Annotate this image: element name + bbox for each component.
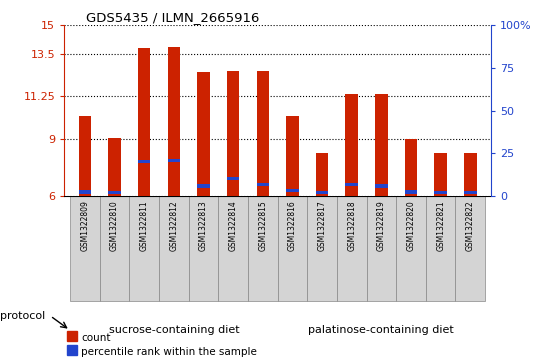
Text: GSM1322819: GSM1322819 bbox=[377, 200, 386, 251]
Text: GSM1322816: GSM1322816 bbox=[288, 200, 297, 251]
Text: GSM1322822: GSM1322822 bbox=[466, 200, 475, 251]
Bar bbox=[167, 46, 180, 196]
Bar bbox=[138, 48, 151, 196]
Text: GSM1322815: GSM1322815 bbox=[258, 200, 267, 251]
Text: percentile rank within the sample: percentile rank within the sample bbox=[81, 347, 257, 357]
Bar bbox=[100, 196, 129, 301]
Bar bbox=[316, 153, 328, 196]
Bar bbox=[257, 183, 269, 186]
Bar bbox=[198, 184, 210, 188]
Bar bbox=[248, 196, 278, 301]
Bar bbox=[218, 196, 248, 301]
Bar bbox=[286, 189, 299, 192]
Text: GSM1322821: GSM1322821 bbox=[436, 200, 445, 251]
Bar bbox=[198, 72, 210, 196]
Text: GSM1322811: GSM1322811 bbox=[140, 200, 149, 251]
Bar bbox=[455, 196, 485, 301]
Bar bbox=[375, 94, 388, 196]
Bar bbox=[435, 191, 447, 194]
Bar bbox=[464, 191, 477, 194]
Bar bbox=[159, 196, 189, 301]
Bar bbox=[307, 196, 337, 301]
Bar bbox=[257, 70, 269, 196]
Bar bbox=[129, 196, 159, 301]
Text: GSM1322818: GSM1322818 bbox=[347, 200, 356, 251]
Bar bbox=[278, 196, 307, 301]
Bar bbox=[189, 196, 218, 301]
Bar bbox=[375, 184, 388, 188]
Bar bbox=[138, 160, 151, 163]
Bar bbox=[337, 196, 367, 301]
Bar bbox=[79, 117, 91, 196]
Text: GSM1322810: GSM1322810 bbox=[110, 200, 119, 251]
Text: GSM1322812: GSM1322812 bbox=[169, 200, 179, 251]
Bar bbox=[405, 190, 417, 193]
Bar bbox=[435, 153, 447, 196]
Bar bbox=[227, 177, 239, 180]
Text: GSM1322809: GSM1322809 bbox=[80, 200, 89, 251]
Bar bbox=[286, 117, 299, 196]
Bar bbox=[345, 183, 358, 186]
Bar bbox=[405, 139, 417, 196]
Text: count: count bbox=[81, 333, 111, 343]
Bar bbox=[70, 196, 100, 301]
Text: GSM1322813: GSM1322813 bbox=[199, 200, 208, 251]
Bar bbox=[345, 94, 358, 196]
Text: protocol: protocol bbox=[0, 311, 45, 321]
Bar bbox=[367, 196, 396, 301]
Bar bbox=[227, 70, 239, 196]
Bar bbox=[396, 196, 426, 301]
Text: GSM1322814: GSM1322814 bbox=[229, 200, 238, 251]
Text: GDS5435 / ILMN_2665916: GDS5435 / ILMN_2665916 bbox=[86, 11, 260, 24]
Text: sucrose-containing diet: sucrose-containing diet bbox=[109, 325, 239, 335]
Bar bbox=[316, 191, 328, 194]
Bar bbox=[167, 159, 180, 162]
Text: palatinose-containing diet: palatinose-containing diet bbox=[309, 325, 454, 335]
Bar bbox=[79, 190, 91, 193]
Bar bbox=[426, 196, 455, 301]
Text: GSM1322820: GSM1322820 bbox=[406, 200, 416, 251]
Bar bbox=[108, 138, 121, 196]
Bar bbox=[108, 191, 121, 194]
Text: GSM1322817: GSM1322817 bbox=[318, 200, 326, 251]
Bar bbox=[464, 153, 477, 196]
